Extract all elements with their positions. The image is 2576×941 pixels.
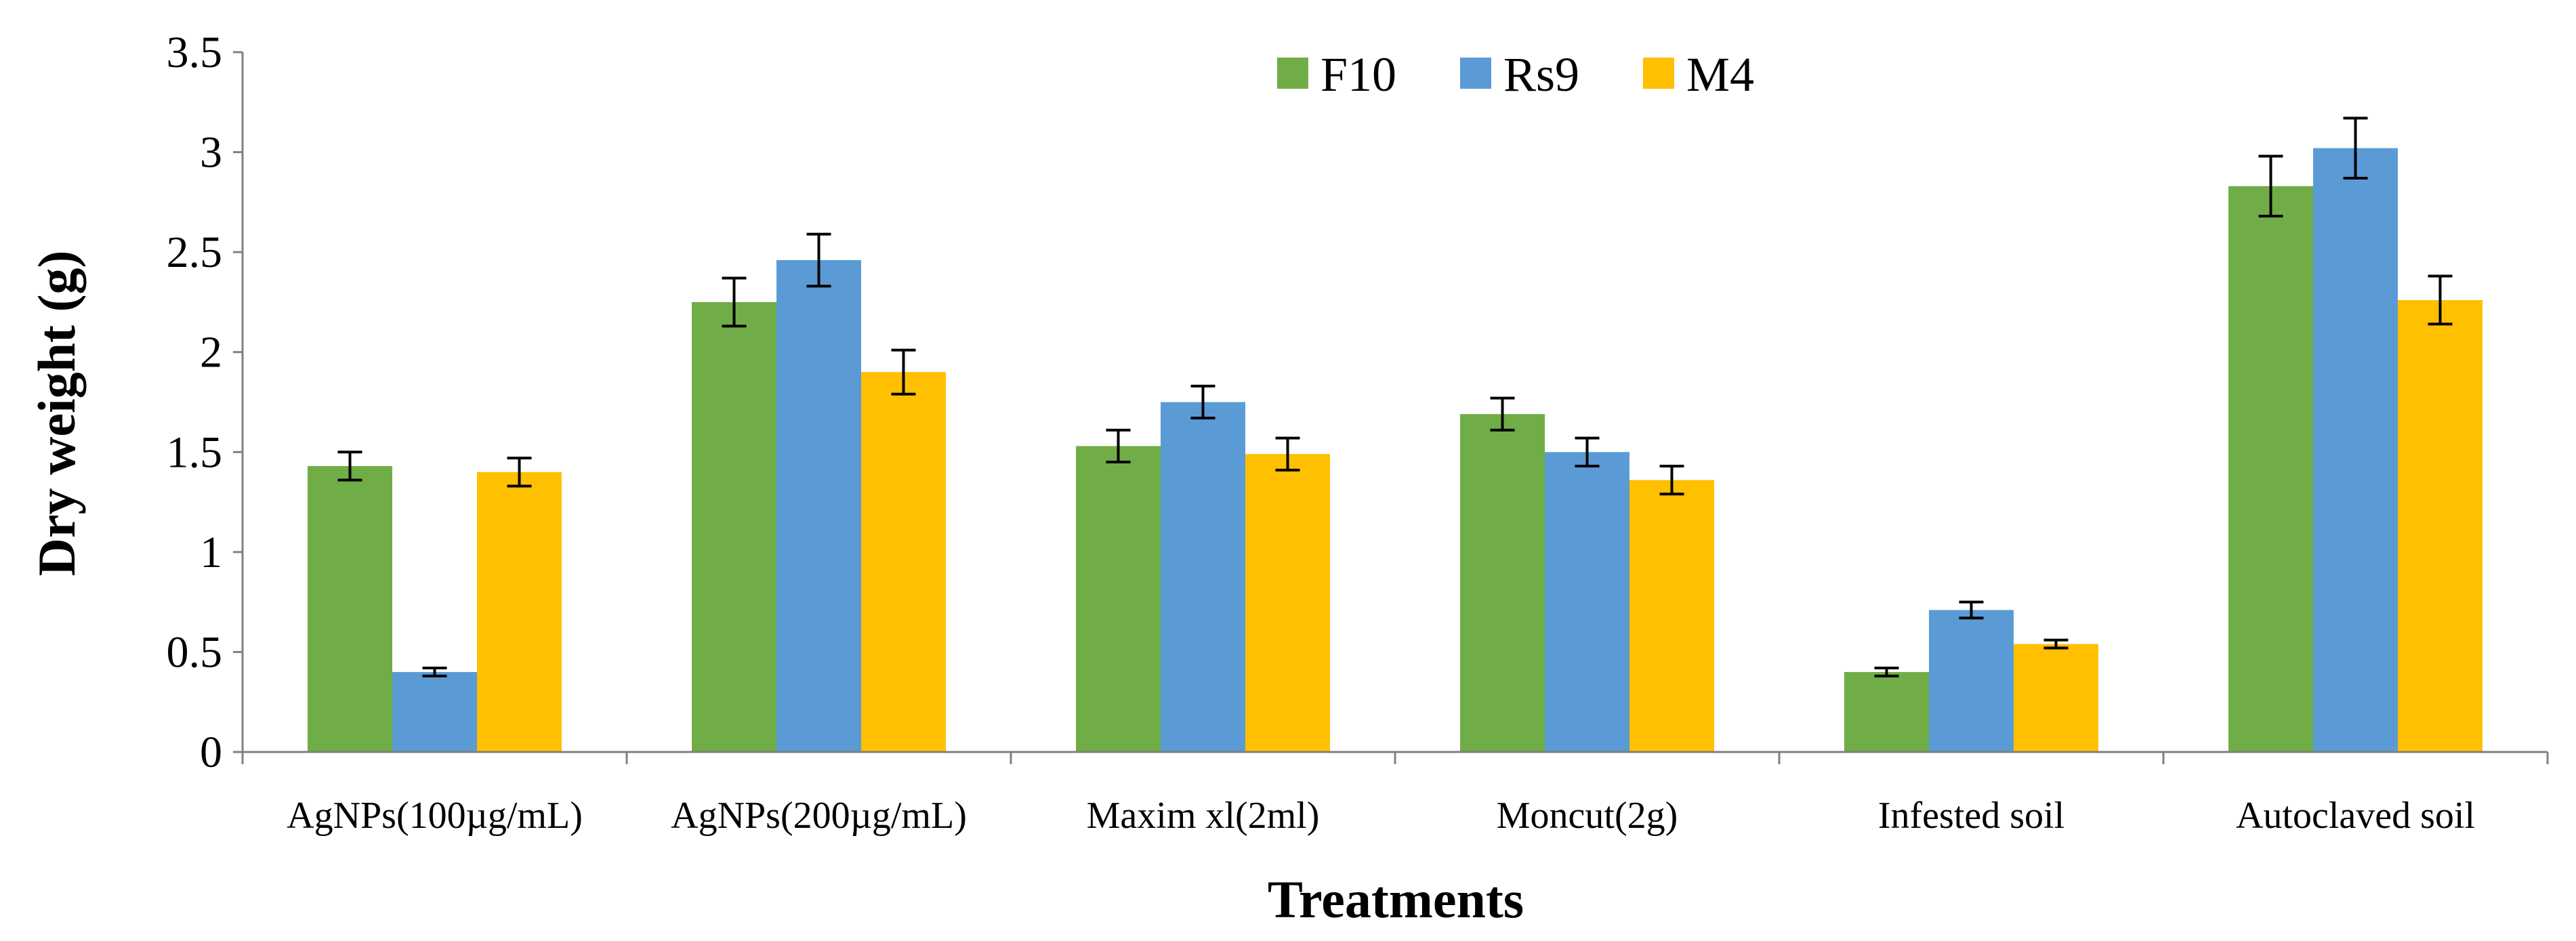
x-tick-label: Infested soil bbox=[1878, 795, 2064, 837]
legend-label-rs9: Rs9 bbox=[1503, 47, 1579, 102]
bar-m4-3 bbox=[1245, 454, 1330, 752]
bar-f10-5 bbox=[1844, 671, 1929, 752]
bar-rs9-6 bbox=[2313, 148, 2398, 752]
legend-swatch-m4 bbox=[1643, 58, 1674, 89]
y-tick-label: 3 bbox=[200, 128, 222, 177]
y-tick-label: 3.5 bbox=[167, 28, 223, 77]
bar-f10-4 bbox=[1460, 414, 1545, 752]
legend-swatch-f10 bbox=[1277, 58, 1308, 89]
bar-f10-6 bbox=[2228, 186, 2313, 752]
x-tick-label: Autoclaved soil bbox=[2236, 795, 2475, 837]
legend-swatch-rs9 bbox=[1460, 58, 1491, 89]
bar-f10-3 bbox=[1076, 446, 1161, 752]
legend-label-f10: F10 bbox=[1321, 47, 1396, 102]
bars bbox=[308, 148, 2482, 752]
bar-rs9-2 bbox=[776, 259, 861, 752]
x-axis-title: Treatments bbox=[1268, 870, 1524, 929]
y-tick-label: 1.5 bbox=[167, 427, 223, 477]
bar-f10-1 bbox=[308, 465, 392, 752]
bar-rs9-5 bbox=[1929, 610, 2014, 752]
y-tick-label: 0.5 bbox=[167, 627, 223, 677]
x-tick-label: Moncut(2g) bbox=[1497, 795, 1678, 837]
bar-f10-2 bbox=[692, 301, 776, 752]
y-tick-label: 2 bbox=[200, 328, 222, 377]
axes bbox=[241, 52, 2549, 764]
y-axis-title: Dry weight (g) bbox=[27, 251, 86, 577]
bar-m4-4 bbox=[1629, 480, 1714, 752]
y-tick-label: 0 bbox=[200, 728, 222, 777]
x-tick-label: AgNPs(200µg/mL) bbox=[671, 795, 967, 837]
bar-rs9-4 bbox=[1545, 452, 1629, 752]
x-tick-labels: AgNPs(100µg/mL) AgNPs(200µg/mL) Maxim xl(2… bbox=[287, 795, 2475, 837]
bar-rs9-3 bbox=[1161, 402, 1245, 752]
y-axis-ticks: 0 0.5 1 1.5 2 2.5 3 3.5 bbox=[167, 28, 243, 777]
y-tick-label: 1 bbox=[200, 528, 222, 577]
legend: F10 Rs9 M4 bbox=[1277, 47, 1754, 102]
x-tick-label: Maxim xl(2ml) bbox=[1087, 795, 1320, 837]
y-tick-label: 2.5 bbox=[167, 228, 223, 277]
bar-m4-5 bbox=[2014, 644, 2098, 752]
bar-m4-6 bbox=[2398, 299, 2482, 752]
bar-m4-1 bbox=[477, 472, 562, 752]
bar-m4-2 bbox=[861, 372, 946, 752]
legend-label-m4: M4 bbox=[1686, 47, 1754, 102]
bar-rs9-1 bbox=[392, 671, 477, 752]
error-bars bbox=[337, 117, 2453, 677]
x-tick-label: AgNPs(100µg/mL) bbox=[287, 795, 583, 837]
